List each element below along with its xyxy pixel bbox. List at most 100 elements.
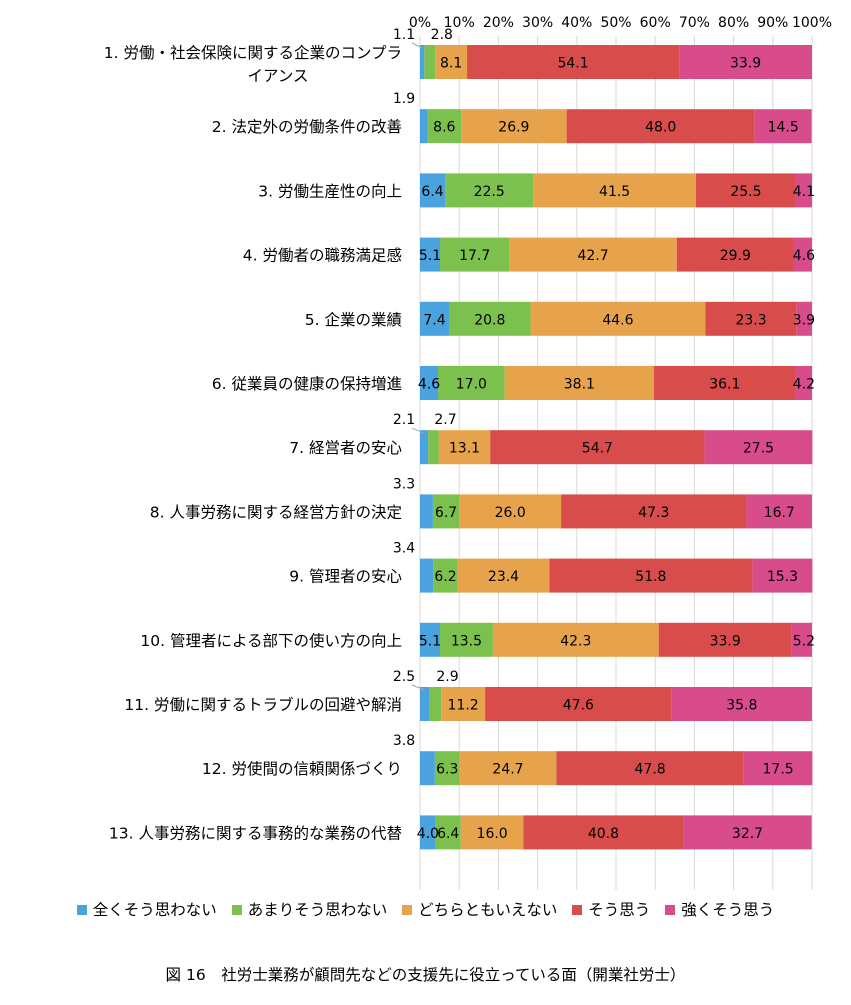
data-label: 29.9 <box>720 248 751 264</box>
data-label: 2.7 <box>434 412 456 428</box>
data-label: 23.4 <box>488 569 519 585</box>
bar-segment <box>420 815 436 850</box>
legend-item: どちらともいえない <box>402 898 557 920</box>
category-label: 6. 従業員の健康の保持増進 <box>212 375 402 393</box>
bar-segment <box>566 109 755 144</box>
bar-segment <box>460 815 524 850</box>
bar-segment <box>743 751 813 786</box>
data-label: 4.6 <box>418 377 440 393</box>
bar-segment <box>441 687 486 721</box>
data-label: 48.0 <box>645 120 676 136</box>
bar-segment <box>435 45 468 79</box>
data-label: 26.0 <box>495 505 526 521</box>
data-label: 15.3 <box>767 569 798 585</box>
data-label: 13.1 <box>449 441 480 457</box>
bar-segment <box>439 237 510 272</box>
legend-swatch <box>572 905 583 915</box>
data-label: 16.7 <box>764 505 795 521</box>
leader-line <box>411 42 423 49</box>
data-label: 32.7 <box>732 826 763 842</box>
data-label: 22.5 <box>474 184 505 200</box>
data-label: 54.7 <box>582 441 613 457</box>
bars <box>420 45 813 850</box>
x-tick-label: 30% <box>522 15 553 31</box>
data-label: 17.0 <box>456 377 487 393</box>
bar-segment <box>752 558 813 593</box>
category-label-line: イアンス <box>247 67 308 85</box>
data-label: 2.5 <box>393 669 415 685</box>
legend-swatch <box>76 905 87 915</box>
bar-segment <box>438 430 491 465</box>
data-label: 47.3 <box>638 505 669 521</box>
bar-segment <box>420 237 440 272</box>
legend-item: 全くそう思わない <box>76 898 217 920</box>
data-label: 41.5 <box>599 184 630 200</box>
legend-item: あまりそう思わない <box>231 898 388 920</box>
data-label: 3.3 <box>393 476 415 492</box>
data-label: 36.1 <box>709 377 740 393</box>
category-label: 5. 企業の業績 <box>305 311 402 329</box>
bar-segment <box>795 366 812 400</box>
data-label: 42.3 <box>560 633 591 649</box>
category-labels: 1. 労働・社会保険に関する企業のコンプライアンス 2. 法定外の労働条件の改善 3… <box>104 44 402 842</box>
bar-segment <box>420 494 433 529</box>
legend-item: 強くそう思う <box>665 898 774 920</box>
x-tick-label: 20% <box>483 15 514 31</box>
legend-swatch <box>665 905 676 915</box>
bar-segment <box>676 237 794 272</box>
bar-segment <box>459 751 557 786</box>
data-label: 5.2 <box>793 633 815 649</box>
bar-segment <box>427 109 462 144</box>
bar-segment <box>467 45 680 79</box>
category-label: 7. 経営者の安心 <box>289 439 402 457</box>
bar-segment <box>509 237 677 272</box>
bar-segment <box>679 45 812 79</box>
legend-label: あまりそう思わない <box>247 901 388 919</box>
category-label: 2. 法定外の労働条件の改善 <box>212 118 402 136</box>
category-label: 3. 労働生産性の向上 <box>258 182 402 200</box>
data-label: 38.1 <box>564 377 595 393</box>
bar-segment <box>433 558 458 593</box>
category-label: 10. 管理者による部下の使い方の向上 <box>140 632 402 650</box>
bar-segment <box>795 173 812 208</box>
bar-segment <box>457 558 550 593</box>
bar-segment <box>704 430 813 465</box>
data-label: 13.5 <box>451 633 482 649</box>
legend: 全くそう思わない あまりそう思わない どちらともいえない そう思う 強くそう思う <box>0 898 851 920</box>
bar-segment <box>424 45 436 79</box>
category-label: 1. 労働・社会保険に関する企業のコンプライアンス <box>104 44 402 85</box>
data-label: 23.3 <box>735 312 766 328</box>
data-label: 3.8 <box>393 733 415 749</box>
legend-label: どちらともいえない <box>418 901 558 919</box>
bar-segment <box>420 430 429 465</box>
data-label: 17.5 <box>763 762 794 778</box>
bar-segment <box>683 815 812 850</box>
data-label: 2.9 <box>436 669 458 685</box>
category-label: 13. 人事労務に関する事務的な業務の代替 <box>109 824 402 842</box>
x-tick-label: 90% <box>757 15 788 31</box>
bar-segment <box>796 301 812 336</box>
bar-segment <box>793 237 812 272</box>
data-label: 5.1 <box>419 248 441 264</box>
bar-segment <box>492 622 659 657</box>
data-label: 6.2 <box>434 569 456 585</box>
data-label: 4.2 <box>793 377 815 393</box>
bar-segment <box>705 301 797 336</box>
bar-segment <box>459 494 562 529</box>
category-label: 9. 管理者の安心 <box>289 568 402 586</box>
category-label: 4. 労働者の職務満足感 <box>243 247 402 265</box>
data-label: 7.4 <box>423 312 445 328</box>
data-label: 47.8 <box>635 762 666 778</box>
leader-line <box>411 684 426 691</box>
bar-segment <box>791 622 812 657</box>
legend-swatch <box>402 905 413 915</box>
bar-segment <box>420 558 434 593</box>
data-label: 3.4 <box>393 541 415 557</box>
data-label: 27.5 <box>743 441 774 457</box>
bar-segment <box>439 622 493 657</box>
bar-segment <box>445 173 534 208</box>
data-label: 1.1 <box>393 27 415 43</box>
bar-segment <box>530 301 706 336</box>
data-label: 33.9 <box>730 56 761 72</box>
bar-segment <box>746 494 812 529</box>
